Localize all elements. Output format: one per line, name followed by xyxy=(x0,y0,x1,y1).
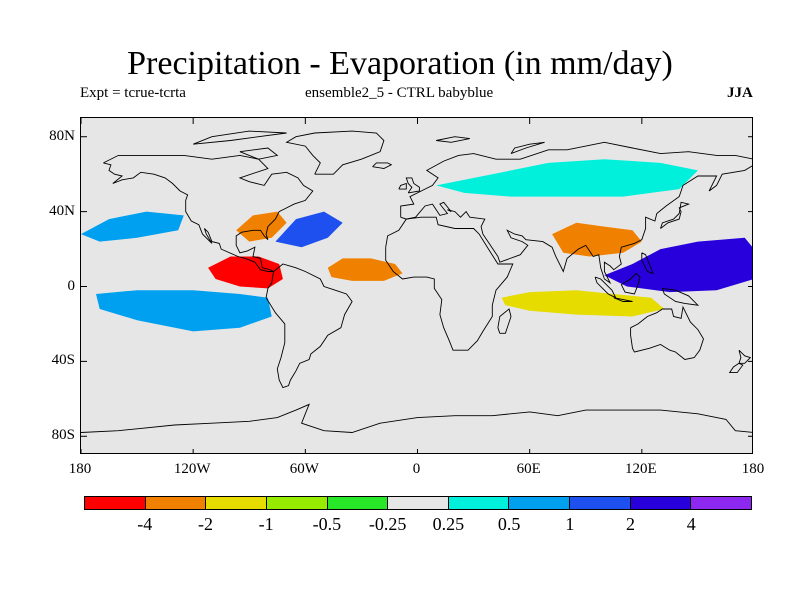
colorbar-swatch xyxy=(266,497,328,509)
coastline-segment xyxy=(81,403,752,433)
coastline-segment xyxy=(641,252,654,275)
coastline-segment xyxy=(738,349,752,364)
coastlines xyxy=(81,130,752,433)
coastline-segment xyxy=(620,272,641,295)
colorbar-label: -2 xyxy=(197,514,213,534)
coastline-segment xyxy=(436,136,470,143)
lat-tick-label: 40N xyxy=(49,202,75,219)
colorbar-label: 1 xyxy=(565,514,575,534)
lat-tick-label: 0 xyxy=(67,277,76,294)
colorbar-swatch xyxy=(630,497,692,509)
season-label: JJA xyxy=(727,85,753,101)
colorbar-label: 4 xyxy=(686,514,696,534)
coastline-segment xyxy=(661,287,700,306)
field-tropical-atlantic-drying xyxy=(327,258,403,281)
lon-tick-label: 120E xyxy=(624,461,657,477)
colorbar-label: -1 xyxy=(258,514,274,534)
field-tropical-east-pacific-drying xyxy=(208,256,283,289)
field-eurasia-high-latitude-wetting xyxy=(436,159,698,197)
colorbar-label: 0.5 xyxy=(497,514,521,534)
lon-tick-label: 180 xyxy=(741,461,765,477)
field-north-atlantic-wetting xyxy=(275,211,343,248)
colorbar-swatch xyxy=(388,497,449,509)
colorbar-label: -4 xyxy=(137,514,153,534)
field-west-pacific-wetting xyxy=(604,237,752,293)
coastline-segment xyxy=(285,130,385,175)
coastline-segment xyxy=(613,297,633,302)
lat-tick-label: 80S xyxy=(51,427,75,444)
precip-evap-map xyxy=(81,118,752,453)
coastline-segment xyxy=(405,177,420,194)
colorbar-swatch xyxy=(206,497,267,509)
colorbar-label: 2 xyxy=(626,514,636,534)
ensemble-label: ensemble2_5 - CTRL babyblue xyxy=(305,85,494,101)
lat-tick-label: 40S xyxy=(51,352,75,369)
coastline-segment xyxy=(265,263,353,389)
colorbar-swatch xyxy=(691,497,752,509)
chart-title: Precipitation - Evaporation (in mm/day) xyxy=(127,45,673,82)
coastline-segment xyxy=(385,216,514,351)
colorbar-swatch xyxy=(570,497,631,509)
field-north-pacific-wetting xyxy=(81,211,184,242)
colorbar-label: -0.25 xyxy=(368,514,407,534)
lon-tick-label: 60E xyxy=(516,461,541,477)
coastline-segment xyxy=(660,201,691,229)
experiment-label: Expt = tcrue-tcrta xyxy=(80,85,186,101)
colorbar-swatch xyxy=(145,497,207,509)
coastline-segment xyxy=(497,308,512,334)
field-north-atlantic-drying xyxy=(236,211,287,242)
coastline-segment xyxy=(239,147,279,160)
colorbar-label: 0.25 xyxy=(432,514,465,534)
anomaly-fields xyxy=(81,159,752,332)
colorbar-swatch xyxy=(85,497,146,509)
colorbar-swatch xyxy=(327,497,389,509)
coastline-segment xyxy=(193,130,287,145)
lon-tick-label: 120W xyxy=(173,461,211,477)
lon-tick-label: 60W xyxy=(289,461,319,477)
colorbar-swatch xyxy=(509,497,571,509)
lon-tick-label: 180 xyxy=(68,461,92,477)
lat-tick-label: 80N xyxy=(49,127,75,144)
coastline-segment xyxy=(398,182,407,190)
lon-tick-label: 0 xyxy=(412,461,421,477)
colorbar-swatch xyxy=(448,497,510,509)
field-indian-ocean-drying xyxy=(501,290,665,317)
field-asia-subtropical-drying xyxy=(552,222,642,257)
coastline-segment xyxy=(630,305,704,360)
coastline-segment xyxy=(400,141,752,285)
coastline-segment xyxy=(103,154,314,272)
coastline-segment xyxy=(372,162,393,169)
colorbar xyxy=(84,496,752,510)
field-east-pacific-wetting xyxy=(96,290,272,332)
coastline-segment xyxy=(728,362,744,374)
coastline-segment xyxy=(510,141,545,155)
colorbar-label: -0.5 xyxy=(312,514,342,534)
map-panel xyxy=(80,117,753,454)
